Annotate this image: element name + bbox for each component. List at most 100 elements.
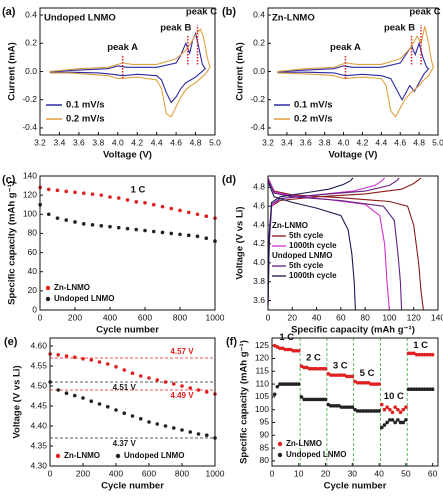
point (89, 399, 94, 404)
point (363, 409, 368, 413)
y-tick-label: 4.55 (30, 360, 47, 370)
point (398, 410, 403, 415)
y-tick-label: 60 (28, 247, 38, 257)
point (275, 384, 280, 389)
point (406, 351, 411, 356)
point (160, 230, 165, 235)
point (116, 225, 121, 230)
point (307, 366, 312, 371)
point (122, 368, 127, 372)
point (412, 387, 416, 392)
y-tick-label: 0.2 (25, 38, 37, 48)
point (337, 404, 341, 408)
point (73, 220, 77, 224)
x-tick-label: 1000 (206, 312, 225, 322)
point (64, 189, 69, 194)
reference-label: 4.37 V (113, 439, 137, 448)
y-tick-label: 4.0 (253, 257, 265, 267)
y-tick-label: 4.30 (30, 460, 47, 470)
point (422, 387, 427, 392)
y-tick-label: 4.60 (30, 340, 47, 350)
point (143, 228, 147, 233)
y-tick-label: 4.35 (30, 440, 47, 450)
legend-label: Undoped LNMO (54, 294, 114, 303)
legend-marker (55, 453, 61, 459)
point (138, 417, 143, 421)
point (315, 397, 320, 402)
point (286, 382, 290, 386)
y-tick-label: 4.6 (253, 200, 265, 210)
y-tick-label: 3.8 (253, 276, 265, 286)
plot-frame (267, 175, 439, 311)
point (114, 365, 118, 369)
point (390, 418, 395, 422)
x-tick-label: 0 (48, 468, 53, 478)
point (393, 405, 397, 409)
x-tick-label: 4.8 (190, 137, 202, 147)
y-tick-label: -0.4 (22, 122, 37, 132)
point (353, 379, 357, 384)
legend-label: 0.2 mV/s (66, 114, 105, 125)
reference-label: 4.49 V (170, 391, 194, 400)
point (90, 223, 95, 227)
series-line (277, 26, 434, 118)
point (296, 349, 301, 353)
point (163, 424, 168, 428)
x-tick-label: 4.6 (170, 137, 182, 147)
point (116, 196, 121, 200)
point (73, 190, 77, 195)
point (108, 224, 112, 229)
point (326, 402, 331, 407)
point (361, 409, 365, 413)
point (366, 409, 371, 413)
point (414, 387, 419, 392)
point (430, 387, 435, 392)
y-tick-label: 20 (28, 285, 38, 295)
x-tick-label: 400 (103, 312, 117, 322)
y-tick-label: -0.4 (250, 122, 265, 132)
point (369, 409, 373, 413)
point (204, 214, 209, 218)
point (404, 405, 408, 409)
y-tick-label: 40 (28, 266, 38, 276)
point (428, 352, 432, 357)
point (417, 352, 422, 357)
point (278, 382, 282, 386)
x-tick-label: 10 (294, 468, 304, 478)
point (64, 354, 69, 358)
point (171, 382, 176, 386)
y-tick-label: 100 (255, 404, 269, 414)
point (125, 226, 130, 231)
y-tick-label: 110 (255, 378, 269, 388)
x-tick-label: 4.2 (357, 137, 369, 147)
point (379, 425, 384, 430)
point (417, 387, 422, 392)
y-tick-label: 120 (23, 189, 37, 199)
x-tick-label: 120 (407, 312, 421, 322)
y-tick-label: 120 (255, 353, 269, 363)
y-tick-label: 80 (260, 455, 270, 465)
series-line (277, 41, 430, 101)
point (56, 388, 61, 392)
point (385, 420, 389, 425)
point (134, 227, 139, 232)
y-tick-label: 4.4 (253, 219, 265, 229)
point (291, 349, 296, 353)
point (396, 418, 400, 422)
plot-frame (39, 7, 216, 136)
y-tick-label: 100 (23, 209, 37, 219)
x-tick-label: 0 (270, 468, 275, 478)
point (334, 404, 339, 408)
point (296, 382, 301, 386)
y-tick-label: 4.40 (30, 420, 47, 430)
x-tick-label: 40 (312, 312, 322, 322)
point (288, 382, 293, 386)
point (81, 191, 86, 196)
peak-label: peak B (160, 22, 191, 33)
point (89, 358, 94, 362)
point (420, 352, 424, 357)
x-tick-label: 60 (336, 312, 346, 322)
point (56, 353, 61, 357)
x-tick-label: 20 (321, 468, 331, 478)
point (326, 372, 331, 376)
